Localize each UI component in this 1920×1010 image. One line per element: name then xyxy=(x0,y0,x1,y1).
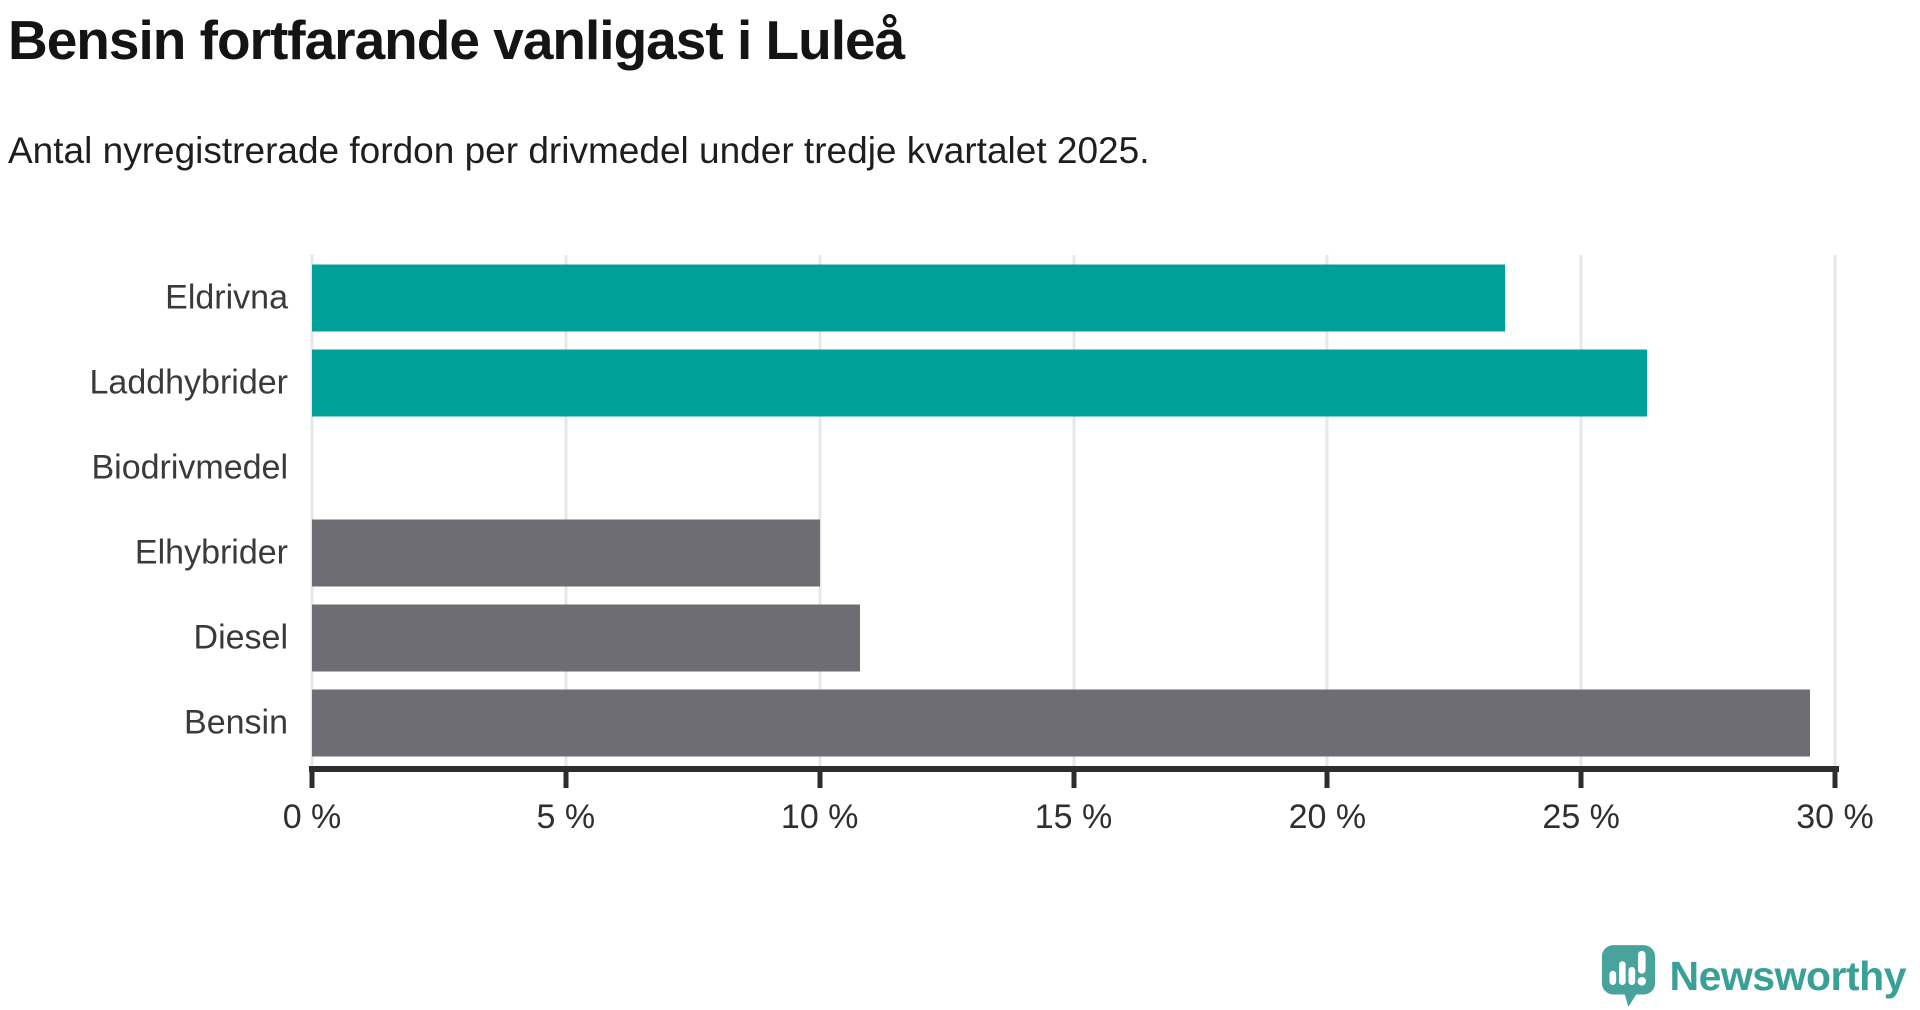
x-tick-0 xyxy=(309,766,315,788)
category-label: Eldrivna xyxy=(165,278,288,317)
gridline-0 xyxy=(310,255,314,766)
x-tick-30 xyxy=(1832,766,1838,788)
category-label: Bensin xyxy=(184,703,288,742)
bar-row-biodrivmedel: Biodrivmedel xyxy=(91,425,1835,510)
x-tick-15 xyxy=(1071,766,1076,788)
bar-row-eldrivna: Eldrivna xyxy=(165,255,1835,340)
category-label: Biodrivmedel xyxy=(91,448,288,487)
bar-laddhybrider xyxy=(312,349,1648,417)
x-tick-10 xyxy=(817,766,823,788)
gridline-layer xyxy=(310,255,1837,766)
x-tick-label: 25 % xyxy=(1542,798,1620,836)
bar-bensin xyxy=(312,689,1810,757)
x-tick-5 xyxy=(563,766,569,788)
newsworthy-logo: Newsworthy xyxy=(1600,944,1907,1008)
plot-area: Eldrivna Laddhybrider Biodrivmedel Elhybrid… xyxy=(90,255,1837,766)
bar-rows: Eldrivna Laddhybrider Biodrivmedel Elhybrid… xyxy=(90,255,1835,766)
bar-row-bensin: Bensin xyxy=(184,681,1835,766)
gridline-20 xyxy=(1325,255,1329,766)
bar-row-elhybrider: Elhybrider xyxy=(135,511,1835,596)
gridline-10 xyxy=(818,255,822,766)
logo-exclamation-dot xyxy=(1637,976,1646,986)
category-label: Elhybrider xyxy=(134,533,288,572)
bar-eldrivna xyxy=(312,264,1506,332)
bar-row-laddhybrider: Laddhybrider xyxy=(90,340,1835,425)
category-label: Diesel xyxy=(193,618,288,657)
gridline-15 xyxy=(1072,255,1075,766)
x-axis: 0 % 5 % 10 % 15 % 20 % 25 % 30 % xyxy=(283,766,1874,866)
logo-bar-tall xyxy=(1618,961,1626,986)
logo-bar-medium xyxy=(1628,966,1635,986)
bar-diesel xyxy=(312,604,861,672)
newsworthy-icon xyxy=(1601,945,1655,1007)
gridline-5 xyxy=(564,255,568,766)
x-tick-label: 30 % xyxy=(1796,798,1874,836)
gridline-25 xyxy=(1579,255,1583,766)
bar-row-diesel: Diesel xyxy=(194,596,1835,681)
x-tick-label: 0 % xyxy=(282,798,342,836)
chart-title: Bensin fortfarande vanligast i Luleå xyxy=(8,9,905,71)
gridline-30 xyxy=(1833,255,1837,766)
newsworthy-wordmark: Newsworthy xyxy=(1669,952,1907,999)
logo-exclamation-bar xyxy=(1637,950,1646,974)
x-tick-label: 5 % xyxy=(536,798,596,836)
category-label: Laddhybrider xyxy=(89,363,288,402)
x-tick-label: 20 % xyxy=(1288,798,1367,836)
logo-bar-small xyxy=(1609,970,1616,986)
x-tick-20 xyxy=(1324,766,1330,788)
x-tick-label: 10 % xyxy=(780,798,859,836)
bar-elhybrider xyxy=(312,519,820,587)
chart-subtitle: Antal nyregistrerade fordon per drivmede… xyxy=(8,130,1150,171)
x-tick-25 xyxy=(1578,766,1584,788)
x-tick-label: 15 % xyxy=(1034,798,1113,836)
